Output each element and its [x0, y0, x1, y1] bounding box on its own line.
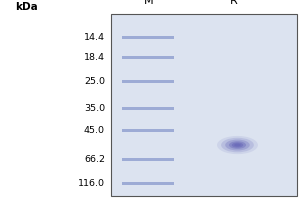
Ellipse shape [217, 136, 258, 154]
Text: 116.0: 116.0 [78, 179, 105, 188]
Text: R: R [230, 0, 238, 6]
Text: kDa: kDa [15, 2, 38, 12]
Bar [122, 80, 174, 83]
Text: 14.4: 14.4 [84, 33, 105, 42]
Text: 18.4: 18.4 [84, 53, 105, 62]
Ellipse shape [232, 142, 243, 148]
Ellipse shape [234, 144, 241, 146]
Text: 35.0: 35.0 [84, 104, 105, 113]
Text: 45.0: 45.0 [84, 126, 105, 135]
Text: 25.0: 25.0 [84, 77, 105, 86]
Text: 66.2: 66.2 [84, 155, 105, 164]
Bar [122, 129, 174, 132]
Bar [122, 182, 174, 185]
Bar [122, 107, 174, 110]
Bar [111, 14, 297, 196]
Ellipse shape [225, 140, 250, 150]
Bar [122, 158, 174, 161]
Text: M: M [143, 0, 153, 6]
Ellipse shape [229, 141, 246, 149]
Bar [122, 56, 174, 59]
Bar [122, 36, 174, 39]
Ellipse shape [221, 138, 254, 152]
